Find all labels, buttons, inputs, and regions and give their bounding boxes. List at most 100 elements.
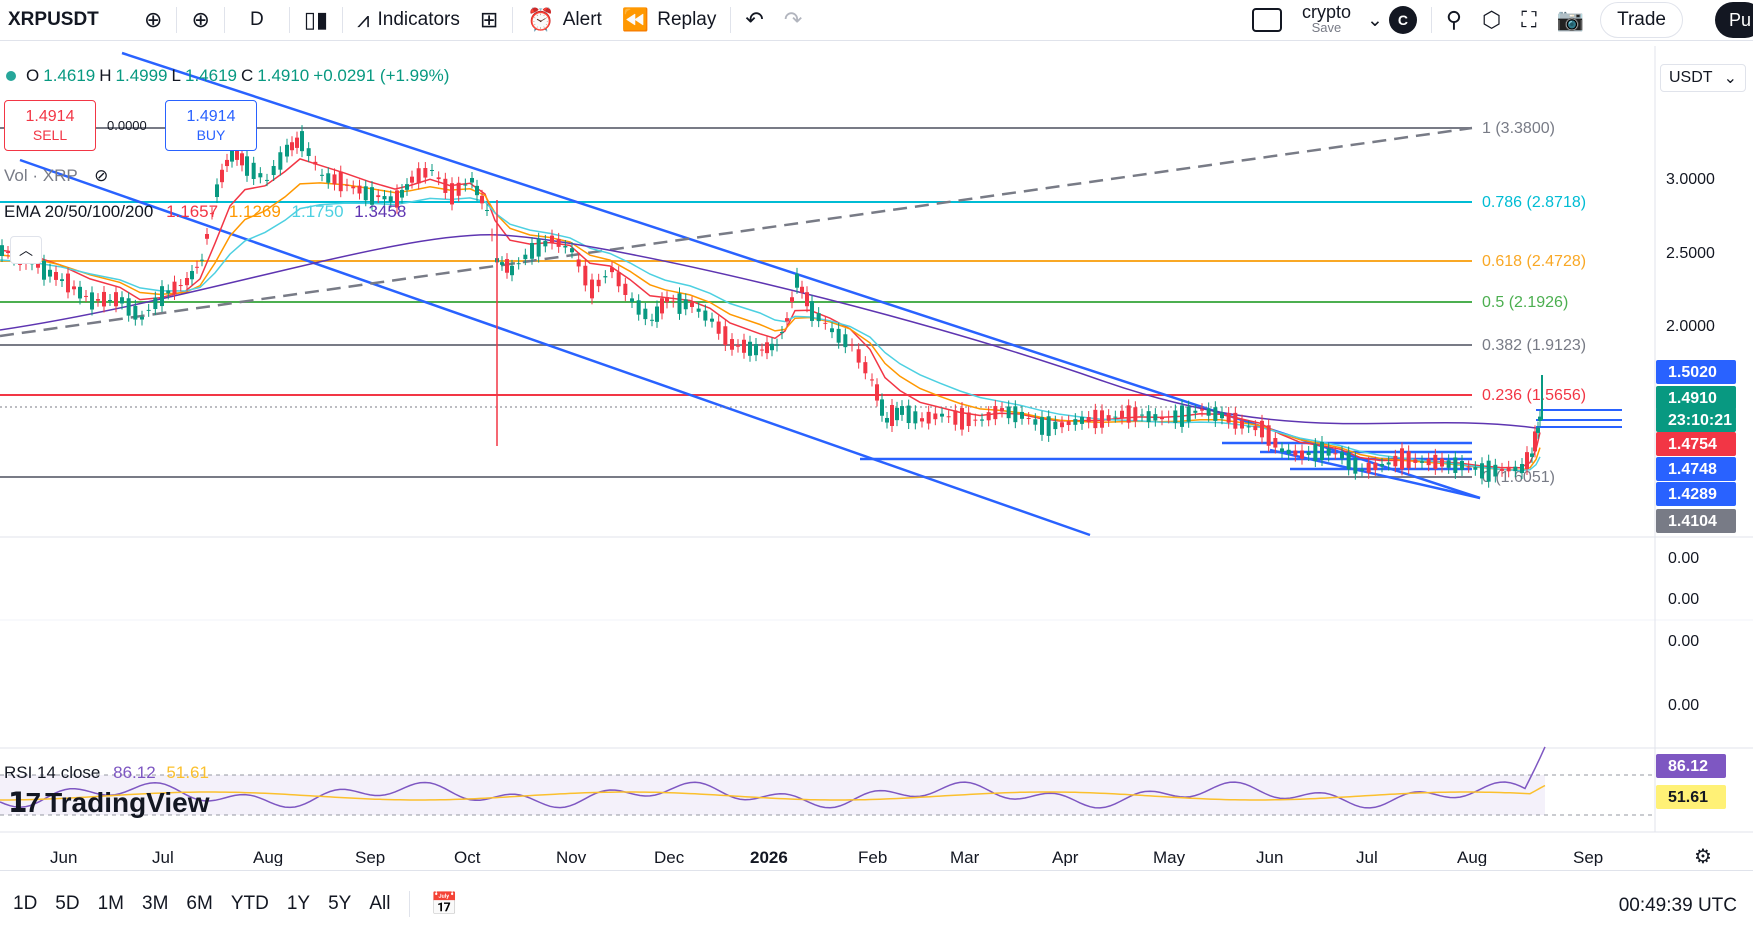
currency-select[interactable]: USDT ⌄ bbox=[1660, 64, 1746, 92]
fullscreen-icon[interactable]: ⛶ bbox=[1521, 7, 1537, 32]
candle-body bbox=[913, 411, 918, 424]
price-tag[interactable] bbox=[1656, 432, 1736, 456]
layout-name-button[interactable]: crypto Save bbox=[1292, 2, 1361, 36]
price-tag[interactable] bbox=[1656, 386, 1736, 410]
candle-body bbox=[703, 310, 708, 321]
clock[interactable]: 00:49:39 UTC bbox=[1618, 895, 1737, 916]
candle-body bbox=[1066, 421, 1071, 426]
axis-settings-icon[interactable]: ⚙ bbox=[1694, 846, 1712, 866]
price-axis[interactable]: 3.0000 2.5000 2.0000 1.5020 1.4910 23:10:21 1.… bbox=[1656, 171, 1736, 714]
rsi-legend[interactable]: RSI 14 close 86.12 51.61 bbox=[4, 763, 209, 783]
range-1d[interactable]: 1D bbox=[13, 892, 38, 914]
range-ytd[interactable]: YTD bbox=[230, 892, 269, 914]
candle-body bbox=[90, 292, 94, 310]
candle-body bbox=[306, 148, 311, 157]
rsi-line bbox=[0, 746, 1546, 809]
compare-icon[interactable]: ⊕ bbox=[144, 7, 163, 32]
price-tag[interactable] bbox=[1656, 408, 1736, 432]
channel-lower-line[interactable] bbox=[19, 158, 1091, 537]
indicators-button[interactable]: ⩘ Indicators bbox=[347, 0, 470, 40]
range-5y[interactable]: 5Y bbox=[328, 892, 352, 914]
replay-button[interactable]: ⏪ Replay bbox=[612, 0, 727, 40]
layout-name: crypto bbox=[1301, 2, 1351, 22]
rsi-ma-value: 51.61 bbox=[166, 763, 209, 782]
candle-body bbox=[295, 137, 299, 148]
price-tag[interactable] bbox=[1656, 457, 1736, 481]
price-tag-label: 1.4754 bbox=[1668, 436, 1717, 453]
time-axis-label: Oct bbox=[454, 848, 481, 866]
range-3m[interactable]: 3M bbox=[142, 892, 169, 914]
candle-body bbox=[1473, 467, 1478, 470]
rsi-pane[interactable]: 86.12 51.61 bbox=[0, 746, 1726, 816]
rsi-tag[interactable] bbox=[1656, 785, 1726, 809]
price-tag[interactable] bbox=[1656, 509, 1736, 533]
candle-body bbox=[1240, 420, 1244, 429]
sell-button[interactable]: 1.4914 SELL bbox=[4, 100, 96, 151]
range-all[interactable]: All bbox=[369, 892, 391, 914]
templates-icon[interactable]: ⊞ bbox=[479, 7, 499, 32]
range-6m[interactable]: 6M bbox=[186, 892, 213, 914]
candle-body bbox=[78, 286, 82, 299]
add-symbol-icon[interactable]: ⊕ bbox=[191, 7, 210, 32]
candle-body bbox=[423, 168, 428, 178]
candle-body bbox=[140, 316, 144, 320]
interval-button[interactable]: D bbox=[250, 9, 264, 30]
rsi-tag[interactable] bbox=[1656, 754, 1726, 778]
quick-search-icon[interactable]: ⚲ bbox=[1445, 7, 1463, 32]
eye-hidden-icon[interactable]: ⊘ bbox=[94, 166, 109, 185]
publish-button[interactable]: Pu bbox=[1715, 2, 1753, 38]
trade-button[interactable]: Trade bbox=[1600, 2, 1683, 38]
ema-legend[interactable]: EMA 20/50/100/200 1.1657 1.1269 1.1750 1… bbox=[4, 202, 406, 222]
collapse-legend-button[interactable]: ︿ bbox=[10, 236, 42, 264]
price-tag[interactable] bbox=[1656, 482, 1736, 506]
candle-body bbox=[120, 297, 124, 304]
candle-body bbox=[1013, 406, 1018, 423]
pane-value-label: 0.00 bbox=[1668, 633, 1699, 650]
time-axis-label: 2026 bbox=[750, 848, 788, 866]
range-buttons: 1D 5D 1M 3M 6M YTD 1Y 5Y All bbox=[0, 893, 399, 915]
time-axis-label: Jun bbox=[50, 848, 77, 866]
price-tag[interactable] bbox=[1656, 360, 1736, 384]
candle-body bbox=[510, 265, 514, 276]
layout-icon[interactable] bbox=[1242, 0, 1292, 40]
settings-icon[interactable]: ⬡ bbox=[1482, 7, 1502, 32]
candle-body bbox=[576, 259, 581, 267]
rsi-ma-line bbox=[0, 784, 1546, 801]
rsi-value: 86.12 bbox=[113, 763, 156, 782]
tradingview-logo[interactable]: 𝟭7 TradingView bbox=[8, 786, 209, 819]
camera-icon[interactable]: 📷 bbox=[1556, 7, 1585, 32]
range-1y[interactable]: 1Y bbox=[286, 892, 311, 914]
candle-body bbox=[742, 339, 746, 353]
undo-icon[interactable]: ↶ bbox=[745, 7, 764, 32]
chevron-down-icon[interactable]: ⌄ bbox=[1366, 9, 1383, 31]
alert-button[interactable]: ⏰ Alert bbox=[517, 0, 611, 40]
symbol-search[interactable]: XRPUSDT bbox=[8, 9, 99, 30]
range-1m[interactable]: 1M bbox=[97, 892, 124, 914]
range-5d[interactable]: 5D bbox=[55, 892, 80, 914]
price-chart[interactable]: 1 (3.3800) 0.786 (2.8718) 0.618 (2.4728) 0.… bbox=[0, 46, 1753, 866]
candle-body bbox=[870, 379, 874, 381]
volume-legend[interactable]: Vol · XRP ⊘ bbox=[4, 166, 108, 186]
candle-body bbox=[906, 405, 911, 424]
candle-body bbox=[1513, 466, 1518, 472]
candle-body bbox=[1440, 458, 1444, 467]
candle-body bbox=[1120, 410, 1124, 419]
candle-body bbox=[245, 156, 249, 176]
chart-type-icon[interactable]: ▯▮ bbox=[303, 7, 329, 32]
candle-body bbox=[278, 152, 283, 170]
date-range-calendar-icon[interactable]: 📅 bbox=[430, 890, 458, 916]
avatar[interactable]: C bbox=[1388, 6, 1417, 34]
candle-body bbox=[775, 344, 779, 346]
candle-body bbox=[376, 195, 381, 198]
candle-body bbox=[856, 349, 861, 363]
dashed-trend-line[interactable] bbox=[0, 126, 1473, 338]
redo-icon[interactable]: ↷ bbox=[783, 7, 803, 32]
candle-body bbox=[1113, 416, 1118, 418]
time-axis[interactable]: Jun Jul Aug Sep Oct Nov Dec 2026 Feb Mar Apr May Jun… bbox=[50, 846, 1712, 866]
brand-name: TradingView bbox=[45, 786, 210, 818]
candle-body bbox=[1186, 406, 1191, 422]
buy-button[interactable]: 1.4914 BUY bbox=[165, 100, 257, 151]
candle-body bbox=[556, 238, 561, 247]
candle-body bbox=[153, 297, 158, 310]
indicators-icon: ⩘ bbox=[357, 7, 370, 32]
